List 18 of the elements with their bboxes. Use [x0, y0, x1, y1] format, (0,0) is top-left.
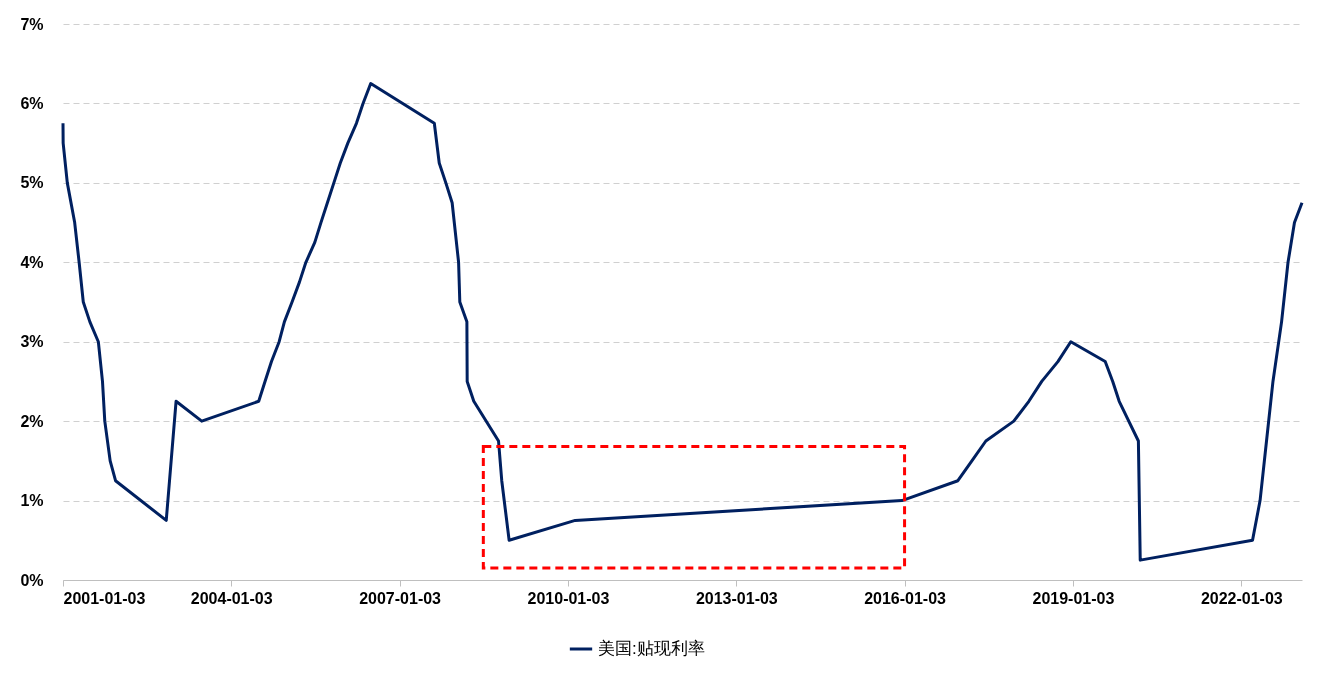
- x-tick-label: 2019-01-03: [1032, 589, 1115, 607]
- y-tick-label: 1%: [20, 492, 44, 510]
- x-tick-label: 2010-01-03: [527, 589, 610, 607]
- legend-label: 美国:贴现利率: [598, 639, 705, 658]
- y-tick-label: 6%: [20, 94, 44, 112]
- x-tick-label: 2016-01-03: [864, 589, 947, 607]
- y-tick-label: 4%: [20, 253, 44, 271]
- x-tick-label: 2004-01-03: [190, 589, 273, 607]
- y-tick-label: 2%: [20, 412, 44, 430]
- y-tick-label: 5%: [20, 174, 44, 192]
- y-tick-label: 0%: [20, 571, 44, 589]
- x-tick-label: 2013-01-03: [695, 589, 778, 607]
- y-tick-label: 7%: [20, 15, 44, 33]
- line-series: [61, 82, 1304, 562]
- x-tick-label: 2007-01-03: [359, 589, 442, 607]
- x-tick-label: 2022-01-03: [1200, 589, 1283, 607]
- y-tick-label: 3%: [20, 333, 44, 351]
- x-tick-label: 2001-01-03: [63, 589, 146, 607]
